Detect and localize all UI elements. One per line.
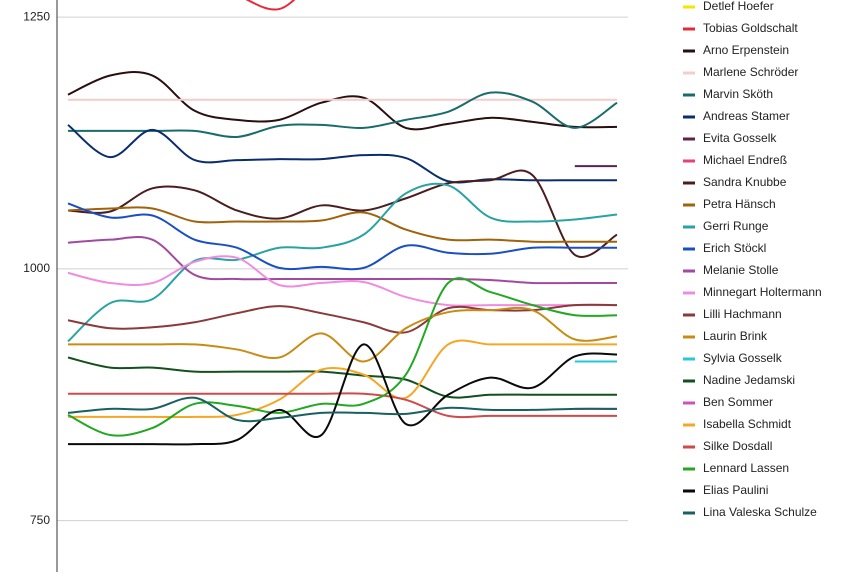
legend-label: Lennard Lassen xyxy=(703,461,789,475)
series-line xyxy=(67,182,618,343)
legend-label: Michael Endreß xyxy=(703,153,787,167)
legend-label: Elias Paulini xyxy=(703,483,768,497)
legend-label: Lina Valeska Schulze xyxy=(703,505,817,519)
grid: 750 1000 1250 xyxy=(23,9,628,527)
legend: Detlef Hoefer Tobias Goldschalt Arno Erpen… xyxy=(683,0,822,519)
legend-label: Petra Hänsch xyxy=(703,197,776,211)
series-line xyxy=(67,206,617,243)
series-line xyxy=(68,392,617,419)
legend-label: Laurin Brink xyxy=(703,329,768,343)
series-line xyxy=(68,306,618,363)
legend-label: Lilli Hachmann xyxy=(703,307,782,321)
legend-label: Minnegart Holtermann xyxy=(703,285,822,299)
series-line xyxy=(67,396,618,423)
series-line xyxy=(68,339,617,419)
series-line xyxy=(67,356,617,399)
series-line xyxy=(67,277,618,437)
legend-label: Detlef Hoefer xyxy=(703,0,774,13)
series-line xyxy=(67,124,617,184)
legend-label: Silke Dosdall xyxy=(703,439,772,453)
legend-label: Erich Stöckl xyxy=(703,241,766,255)
legend-label: Marvin Sköth xyxy=(703,87,773,101)
legend-label: Nadine Jedamski xyxy=(703,373,795,387)
legend-label: Arno Erpenstein xyxy=(703,43,789,57)
series-line xyxy=(67,235,617,285)
y-tick-label: 750 xyxy=(30,513,50,527)
series-line xyxy=(245,0,296,11)
legend-label: Melanie Stolle xyxy=(703,263,779,277)
y-tick-label: 1250 xyxy=(23,9,50,23)
legend-label: Isabella Schmidt xyxy=(703,417,792,431)
legend-label: Marlene Schröder xyxy=(703,65,798,79)
legend-label: Andreas Stamer xyxy=(703,109,790,123)
series-line xyxy=(68,343,618,446)
lines xyxy=(67,0,618,446)
series-line xyxy=(67,202,617,271)
series-line xyxy=(67,255,617,307)
legend-label: Tobias Goldschalt xyxy=(703,21,798,35)
legend-label: Sylvia Gosselk xyxy=(703,351,783,365)
legend-label: Ben Sommer xyxy=(703,395,773,409)
legend-label: Gerri Runge xyxy=(703,219,769,233)
series-line xyxy=(67,71,618,131)
series-line xyxy=(67,169,618,258)
legend-label: Sandra Knubbe xyxy=(703,175,787,189)
series-line xyxy=(67,303,618,334)
legend-label: Evita Gosselk xyxy=(703,131,777,145)
y-tick-label: 1000 xyxy=(23,261,50,275)
